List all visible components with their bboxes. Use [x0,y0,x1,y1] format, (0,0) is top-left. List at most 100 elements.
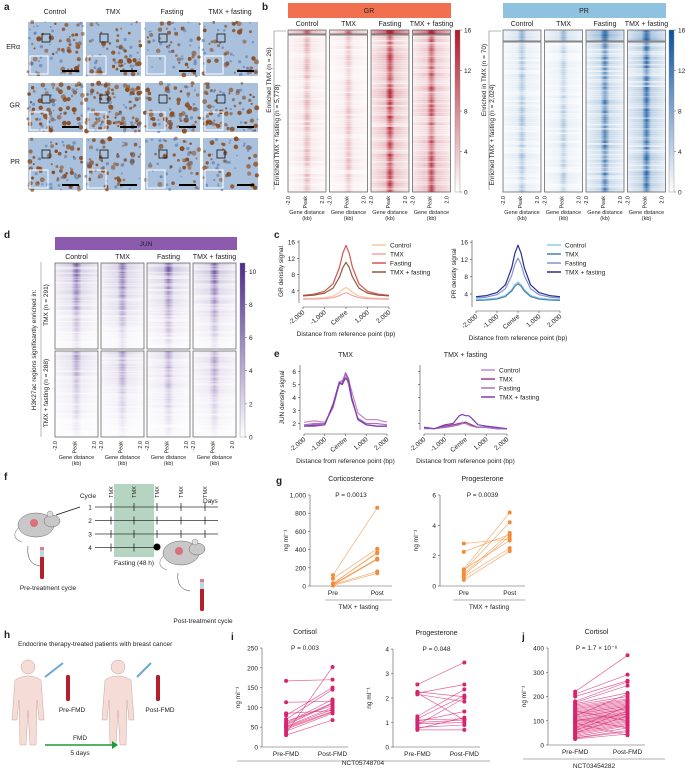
counterstain-nucleus [225,160,229,164]
y-axis-label: ng ml⁻¹ [283,529,290,551]
heatmap-row [329,35,368,38]
inset-box [204,55,224,75]
stained-nucleus [202,99,208,104]
heatmap-row [101,347,144,350]
stained-nucleus [111,88,114,92]
heatmap-row [503,87,541,90]
stained-nucleus [194,120,198,124]
tmx-label: TMX [132,486,138,498]
stained-nucleus [139,153,142,156]
heatmap-row [193,384,236,386]
heatmap-row [586,166,624,169]
stained-nucleus [206,59,212,64]
heatmap-row [55,408,98,411]
heatmap-row [55,405,98,407]
heatmap-row [147,373,190,375]
counterstain-nucleus [247,127,250,130]
heatmap-x-tick-label: Gene distance [331,210,366,216]
heatmap-row [412,153,451,157]
counterstain-nucleus [91,38,94,42]
heatmap-row [412,140,451,143]
stained-nucleus [192,71,197,75]
stained-nucleus [176,101,181,106]
heatmap-x-tick-label-unit: (kb) [642,216,652,222]
chart-title: Progesterone [461,476,503,483]
stained-nucleus [182,139,186,143]
heatmap-row [412,73,451,76]
heatmap-row [55,306,98,308]
heatmap-row [101,298,144,301]
heatmap-row [412,149,451,152]
counterstain-nucleus [159,175,163,179]
stained-nucleus [76,187,81,192]
heatmap-row [55,283,98,286]
heatmap-row [101,402,144,405]
heatmap-row [288,140,326,143]
heatmap-row [503,67,541,71]
stained-nucleus [75,42,78,45]
counterstain-nucleus [42,130,45,133]
stained-nucleus [66,97,71,102]
heatmap-row [288,176,326,179]
x-tick-label: -1,000 [482,313,501,330]
heatmap-row [147,264,190,266]
heatmap-row [193,301,236,303]
heatmap-row [503,114,541,118]
data-point-post [330,697,335,702]
data-point-post [330,665,335,670]
stained-nucleus [175,54,178,57]
heatmap-row [147,304,190,307]
heatmap-row [55,265,98,267]
heatmap-row [147,359,190,362]
heatmap-row [147,315,190,318]
heatmap-row [627,69,666,73]
heatmap-row [627,50,666,54]
heatmap-row [371,187,409,191]
counterstain-nucleus [229,52,233,56]
zoom-region-box [216,33,226,43]
counterstain-nucleus [151,66,153,68]
heatmap-row [101,328,144,330]
pair-line [285,713,333,732]
heatmap-row [371,82,409,85]
counterstain-nucleus [246,71,250,75]
data-point-pre [573,721,578,726]
heatmap-row [55,266,98,269]
stained-nucleus [77,174,81,178]
heatmap-row [544,170,583,174]
counterstain-nucleus [35,70,38,74]
stained-nucleus [249,30,252,34]
heatmap-row [503,91,541,94]
heatmap-row [329,176,368,179]
x-tick-label: -1,000 [429,436,448,453]
heatmap-row [329,122,368,126]
heatmap-row [193,432,236,434]
heatmap-row [101,384,144,386]
stained-nucleus [226,126,230,131]
stained-nucleus [89,22,94,27]
ihc-image [142,80,202,134]
heatmap-row [193,373,236,375]
heatmap-pr-bottom [544,41,583,193]
counterstain-nucleus [178,117,182,121]
heatmap-row [627,121,666,124]
counterstain-nucleus [52,109,55,112]
heatmap-row [193,369,236,371]
heatmap-row [55,353,98,355]
stained-nucleus [224,24,228,28]
data-point-pre [573,694,578,699]
heatmap-row [329,95,368,99]
category-label: Post-FMD [318,751,348,758]
y-tick-label: 6 [292,369,296,376]
heatmap-row [55,398,98,401]
heatmap-row [147,428,190,430]
heatmap-column-label: Fasting [594,21,617,28]
heatmap-row [101,363,144,365]
heatmap-row [193,339,236,341]
heatmap-row [288,126,326,130]
heatmap-row [101,434,144,437]
heatmap-row [193,425,236,428]
heatmap-row [329,46,368,49]
x-axis-label: Distance from reference point (bp) [297,331,396,338]
heatmap-row [147,353,190,355]
